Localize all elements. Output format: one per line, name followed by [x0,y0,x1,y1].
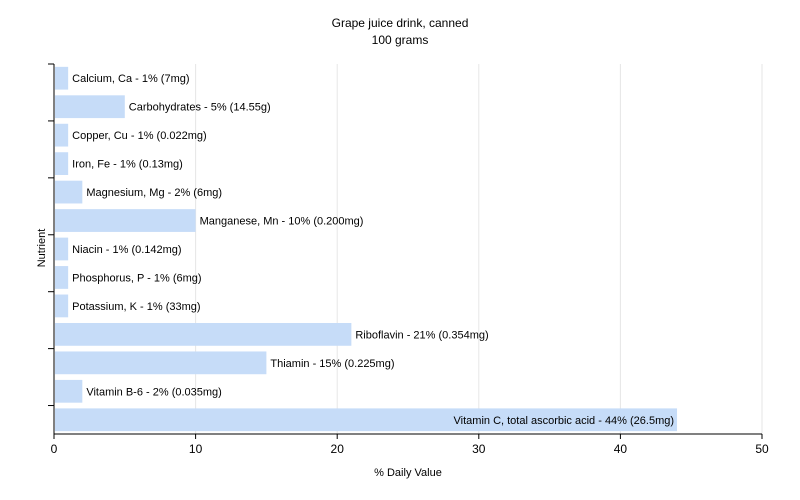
bar [55,152,69,175]
x-axis-label: % Daily Value [374,467,442,479]
bar-label: Copper, Cu - 1% (0.022mg) [72,130,207,142]
bar-labels: Calcium, Ca - 1% (7mg) Carbohydrates - 5%… [72,73,674,427]
bar-label: Riboflavin - 21% (0.354mg) [355,329,488,341]
bar-label: Vitamin C, total ascorbic acid - 44% (26… [454,415,675,427]
bar-label: Vitamin B-6 - 2% (0.035mg) [86,386,222,398]
bar-label: Carbohydrates - 5% (14.55g) [129,102,271,114]
bar-label: Calcium, Ca - 1% (7mg) [72,73,189,85]
bar [55,66,69,90]
chart-title: Grape juice drink, canned [332,16,469,30]
bar-label: Phosphorus, P - 1% (6mg) [72,272,201,284]
bar-label: Niacin - 1% (0.142mg) [72,244,181,256]
x-tick-label: 10 [189,442,203,456]
bar-label: Magnesium, Mg - 2% (6mg) [86,187,222,199]
bar [55,351,267,375]
bar [55,180,83,204]
bar [55,123,69,147]
x-tick-label: 50 [755,442,769,456]
x-tick-label: 0 [51,442,58,456]
bar [55,237,69,261]
bar [55,379,83,403]
bar [55,294,69,318]
bars [55,66,678,432]
axes [48,63,763,439]
x-tick-label: 20 [331,442,345,456]
x-tick-labels: 0 10 20 30 40 50 [51,442,769,456]
bar-label: Manganese, Mn - 10% (0.200mg) [200,216,364,228]
gridlines [195,64,763,434]
bar [55,209,196,232]
y-axis-label: Nutrient [36,229,48,268]
bar-label: Thiamin - 15% (0.225mg) [270,358,394,370]
bar-label: Potassium, K - 1% (33mg) [72,301,200,313]
bar-label: Iron, Fe - 1% (0.13mg) [72,159,183,171]
bar [55,408,678,432]
bar [55,266,69,289]
x-tick-label: 40 [614,442,628,456]
chart-subtitle: 100 grams [372,33,429,47]
x-tick-label: 30 [472,442,486,456]
bar [55,95,125,119]
bar [55,323,352,346]
